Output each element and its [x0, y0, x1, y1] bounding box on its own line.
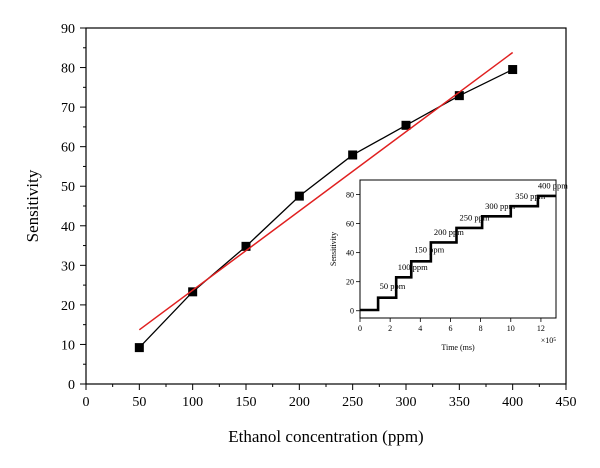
inset-x-tick-label: 10 [507, 324, 515, 333]
main-x-tick-label: 50 [132, 395, 146, 410]
inset-x-tick-label: 8 [479, 324, 483, 333]
main-x-tick-label: 0 [83, 395, 90, 410]
main-y-tick-label: 50 [61, 180, 75, 195]
inset-annotation: 150 ppm [414, 245, 444, 255]
inset-annotation: 50 ppm [380, 281, 406, 291]
main-y-tick-label: 30 [61, 259, 75, 274]
main-fit-line [138, 51, 514, 331]
inset-y-axis-label: Sensitivity [329, 232, 338, 266]
main-x-tick-label: 200 [289, 395, 310, 410]
inset-x-axis-label: Time (ms) [441, 343, 475, 352]
inset-annotation: 350 ppm [515, 191, 545, 201]
inset-annotation: 300 ppm [485, 201, 515, 211]
inset-x-tick-label: 0 [358, 324, 362, 333]
inset-x-tick-label: 6 [448, 324, 452, 333]
main-data-point [348, 150, 358, 160]
main-data-point [241, 241, 251, 251]
inset-y-tick-label: 60 [346, 220, 354, 229]
inset-chart: 0 2 4 6 8 10 12 0 20 40 60 80 Time (ms) ×10⁵ Sensitivi… [329, 179, 568, 352]
inset-y-tick-label: 0 [350, 307, 354, 316]
main-y-tick-label: 20 [61, 299, 75, 314]
inset-annotation: 200 ppm [434, 227, 464, 237]
inset-x-multiplier: ×10⁵ [541, 336, 557, 345]
main-data-point [454, 91, 464, 101]
main-x-tick-label: 100 [182, 395, 203, 410]
inset-plot-frame [359, 179, 557, 319]
main-y-axis-label: Sensitivity [23, 169, 42, 242]
main-data-point [134, 343, 144, 353]
inset-y-tick-label: 20 [346, 278, 354, 287]
main-x-tick-label: 450 [556, 395, 577, 410]
main-y-tick-label: 0 [68, 378, 75, 393]
inset-x-tick-label: 4 [418, 324, 422, 333]
inset-step-curve [360, 194, 556, 312]
main-data-point [508, 65, 518, 75]
main-y-tick-label: 60 [61, 141, 75, 156]
main-x-axis-label: Ethanol concentration (ppm) [228, 427, 423, 446]
main-chart: 0 50 100 150 200 250 300 350 400 4500102030405060… [23, 22, 577, 446]
inset-annotation: 250 ppm [460, 213, 490, 223]
main-y-tick-label: 40 [61, 220, 75, 235]
main-x-tick-label: 150 [236, 395, 257, 410]
main-y-tick-label: 90 [61, 22, 75, 37]
inset-annotation: 400 ppm [538, 181, 568, 191]
main-x-tick-label: 300 [396, 395, 417, 410]
main-x-tick-label: 350 [449, 395, 470, 410]
main-y-tick-label: 70 [61, 101, 75, 116]
inset-y-tick-label: 80 [346, 191, 354, 200]
main-data-point [401, 120, 411, 130]
main-y-tick-label: 80 [61, 62, 75, 77]
main-x-tick-label: 250 [342, 395, 363, 410]
inset-y-tick-label: 40 [346, 249, 354, 258]
inset-x-tick-label: 12 [537, 324, 545, 333]
main-data-point [294, 191, 304, 201]
main-x-tick-label: 400 [502, 395, 523, 410]
main-data-point [188, 287, 198, 297]
main-y-tick-label: 10 [61, 338, 75, 353]
inset-x-tick-label: 2 [388, 324, 392, 333]
inset-annotation: 100 ppm [398, 262, 428, 272]
